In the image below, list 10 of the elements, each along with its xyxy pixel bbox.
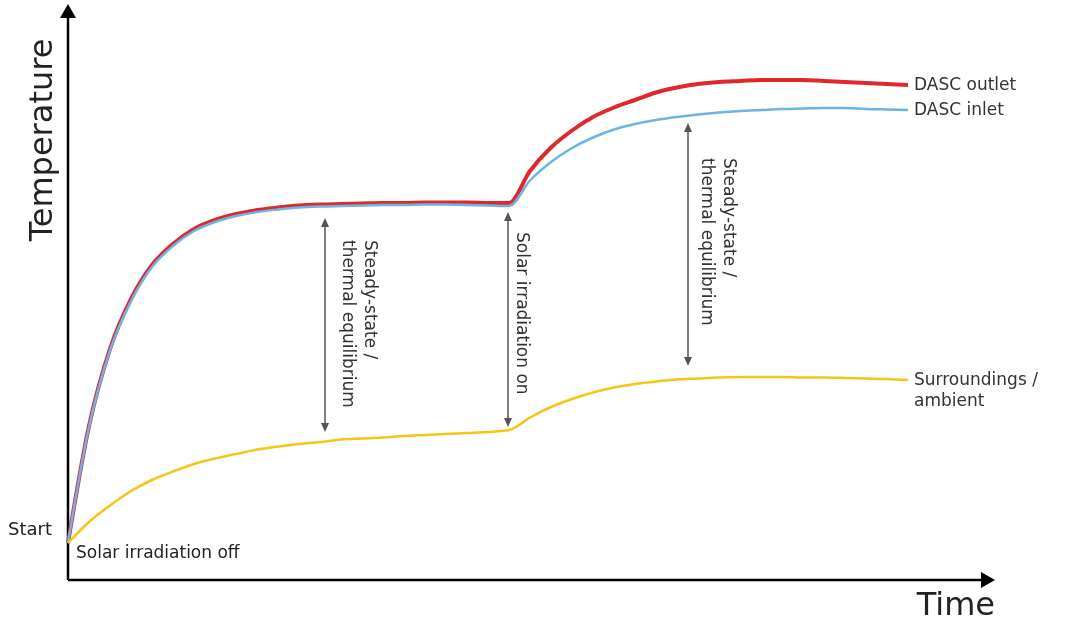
text: Start [8,518,52,539]
annotation: Steady-state / thermal equilibrium [339,240,381,408]
y-axis-title: Temperature [22,38,60,243]
x-axis-title: Time [915,585,995,623]
annotation: Solar irradiation off [76,542,241,562]
series-label: DASC inlet [914,99,1005,119]
annotation: Steady-state / thermal equilibrium [698,158,740,326]
series-label: Surroundings / ambient [914,369,1039,410]
series-label: DASC outlet [914,74,1017,94]
annotation: Solar irradiation on [513,232,533,395]
